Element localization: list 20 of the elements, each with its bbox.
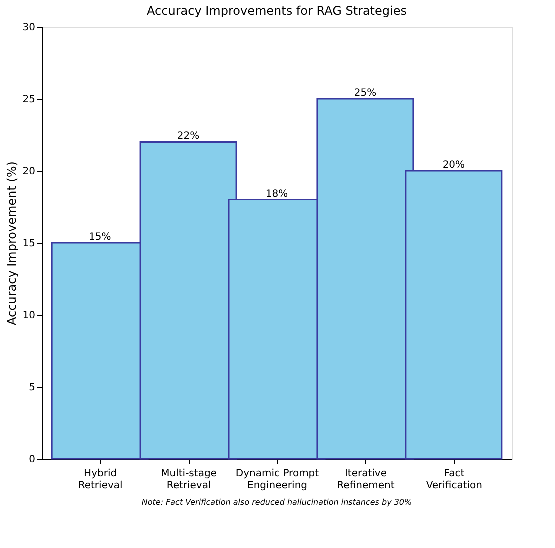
x-tick-label: Iterative Refinement xyxy=(337,468,395,492)
x-tick-label: Dynamic Prompt Engineering xyxy=(236,468,320,492)
x-tick-label: Hybrid Retrieval xyxy=(78,468,123,492)
y-tick-label: 10 xyxy=(22,310,36,322)
y-tick-label: 0 xyxy=(29,454,36,466)
data-label: 18% xyxy=(266,188,288,200)
data-label: 25% xyxy=(354,88,377,99)
y-axis-title: Accuracy Improvement (%) xyxy=(4,162,19,326)
data-label: 20% xyxy=(442,160,466,171)
y-tick-label: 15 xyxy=(22,238,36,250)
x-tick-label: Multi-stage Retrieval xyxy=(161,468,217,492)
y-tick-label: 30 xyxy=(22,22,36,34)
y-tick-label: 25 xyxy=(22,94,36,106)
chart-title: Accuracy Improvements for RAG Strategies xyxy=(147,4,407,18)
y-tick-label: 5 xyxy=(29,382,36,394)
data-label: 22% xyxy=(177,131,200,142)
y-tick-label: 20 xyxy=(22,166,36,178)
x-tick-label: Fact Verification xyxy=(426,468,483,492)
text: Note: Fact Verification also reduced hallucination instances by 30% xyxy=(142,498,412,507)
data-label: 15% xyxy=(88,232,112,243)
